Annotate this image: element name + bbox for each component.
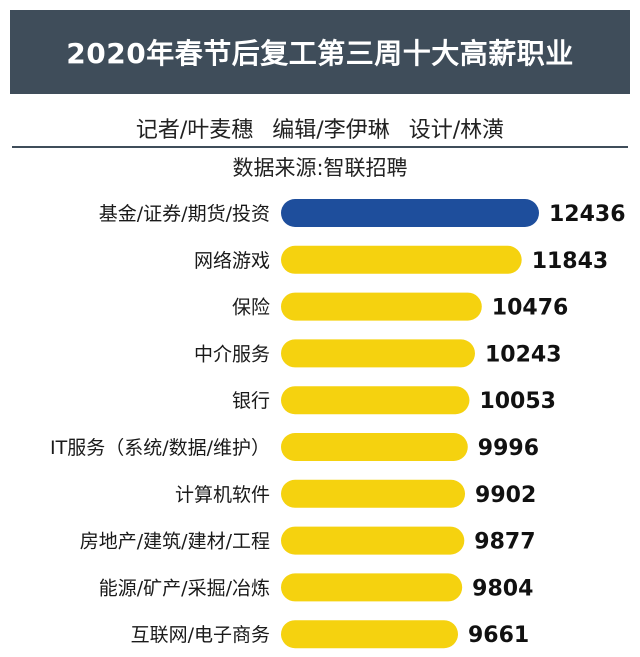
credit-reporter: 记者/叶麦穗: [135, 118, 254, 143]
category-label-1: 网络游戏: [194, 250, 270, 272]
value-label-6: 9902: [475, 483, 536, 508]
value-label-3: 10243: [485, 342, 562, 367]
bar-9: [281, 620, 458, 649]
category-label-3: 中介服务: [194, 343, 270, 365]
bar-7: [281, 526, 465, 555]
value-label-2: 10476: [492, 296, 569, 321]
value-label-9: 9661: [468, 623, 529, 648]
header-banner: 2020年春节后复工第三周十大高薪职业: [10, 10, 630, 94]
value-label-0: 12436: [549, 202, 626, 227]
bar-0: [281, 199, 539, 227]
credit-editor: 编辑/李伊琳: [272, 118, 390, 143]
page-title: 2020年春节后复工第三周十大高薪职业: [66, 37, 574, 70]
category-label-5: IT服务（系统/数据/维护）: [50, 437, 270, 459]
bar-4: [281, 386, 470, 415]
bar-1: [281, 245, 522, 274]
bar-2: [281, 292, 482, 321]
divider: [12, 146, 628, 148]
category-label-0: 基金/证券/期货/投资: [99, 203, 270, 225]
value-label-1: 11843: [532, 249, 609, 274]
bar-5: [281, 433, 468, 461]
category-label-2: 保险: [232, 297, 270, 319]
category-label-8: 能源/矿产/采掘/冶炼: [99, 577, 270, 599]
bar-6: [281, 479, 466, 508]
value-label-8: 9804: [472, 576, 533, 601]
value-label-4: 10053: [479, 389, 556, 414]
category-label-6: 计算机软件: [175, 484, 270, 506]
category-label-9: 互联网/电子商务: [131, 624, 270, 646]
bar-3: [281, 339, 475, 368]
credit-designer: 设计/林潢: [408, 118, 505, 143]
value-label-7: 9877: [474, 530, 535, 555]
category-label-4: 银行: [232, 390, 270, 412]
value-label-5: 9996: [478, 436, 539, 461]
credits-line: 记者/叶麦穗 编辑/李伊琳 设计/林潢: [0, 112, 640, 144]
category-label-7: 房地产/建筑/建材/工程: [80, 531, 270, 553]
data-source: 数据来源:智联招聘: [232, 156, 408, 180]
bar-8: [281, 573, 463, 602]
